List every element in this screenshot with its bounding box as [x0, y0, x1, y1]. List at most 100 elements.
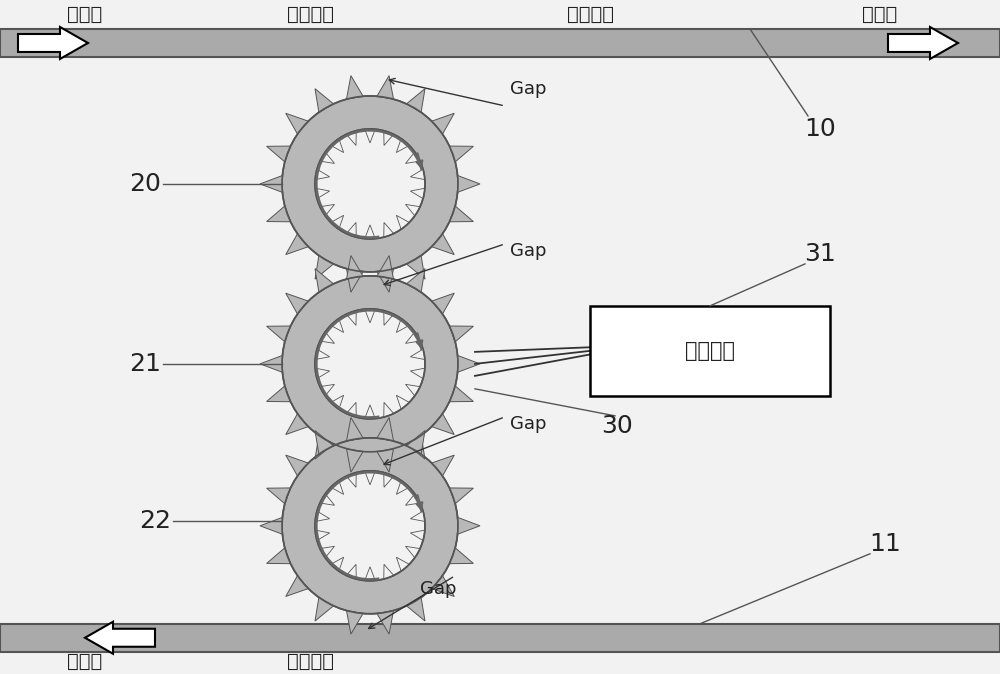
- Polygon shape: [406, 332, 420, 343]
- Text: 11: 11: [869, 532, 901, 556]
- Polygon shape: [396, 395, 409, 409]
- Polygon shape: [449, 146, 473, 162]
- Polygon shape: [384, 311, 394, 326]
- Polygon shape: [432, 414, 454, 435]
- Polygon shape: [449, 206, 473, 222]
- Polygon shape: [346, 269, 363, 293]
- Polygon shape: [396, 319, 409, 332]
- Polygon shape: [377, 269, 394, 293]
- Polygon shape: [346, 611, 363, 634]
- Polygon shape: [384, 131, 394, 146]
- Text: 驱动电源: 驱动电源: [685, 341, 735, 361]
- Polygon shape: [410, 511, 425, 522]
- Polygon shape: [286, 113, 308, 134]
- Text: 上载端口: 上载端口: [287, 5, 334, 24]
- FancyArrow shape: [888, 27, 958, 59]
- Polygon shape: [406, 435, 425, 459]
- Polygon shape: [320, 547, 334, 557]
- Text: Gap: Gap: [510, 242, 546, 260]
- Polygon shape: [432, 113, 454, 134]
- FancyArrow shape: [85, 621, 155, 654]
- Polygon shape: [449, 548, 473, 563]
- Polygon shape: [396, 215, 409, 229]
- Polygon shape: [331, 319, 344, 332]
- Polygon shape: [315, 349, 330, 359]
- Polygon shape: [346, 564, 356, 579]
- Bar: [590, 306, 830, 396]
- Polygon shape: [260, 518, 282, 534]
- Polygon shape: [406, 597, 425, 621]
- Circle shape: [282, 438, 458, 614]
- Text: 透射光: 透射光: [862, 5, 898, 24]
- Text: 透射端口: 透射端口: [566, 5, 614, 24]
- Polygon shape: [315, 255, 334, 279]
- Polygon shape: [396, 139, 409, 152]
- Polygon shape: [346, 255, 363, 279]
- Polygon shape: [410, 169, 425, 179]
- Circle shape: [315, 129, 425, 239]
- Text: 30: 30: [601, 414, 633, 438]
- Bar: [0, 623, 1000, 652]
- Polygon shape: [406, 152, 420, 163]
- FancyArrow shape: [18, 27, 88, 59]
- Polygon shape: [346, 402, 356, 417]
- Polygon shape: [365, 567, 375, 580]
- Polygon shape: [286, 234, 308, 255]
- Polygon shape: [267, 488, 291, 503]
- Polygon shape: [286, 455, 308, 476]
- Polygon shape: [315, 597, 334, 621]
- Polygon shape: [315, 169, 330, 179]
- Polygon shape: [260, 355, 282, 372]
- Polygon shape: [396, 481, 409, 495]
- Polygon shape: [346, 417, 363, 441]
- Polygon shape: [377, 75, 394, 99]
- Polygon shape: [267, 326, 291, 342]
- Polygon shape: [406, 269, 425, 293]
- Polygon shape: [377, 417, 394, 441]
- Polygon shape: [384, 472, 394, 487]
- Polygon shape: [396, 557, 409, 571]
- Polygon shape: [406, 89, 425, 113]
- Polygon shape: [377, 449, 394, 472]
- Polygon shape: [346, 222, 356, 237]
- Polygon shape: [331, 557, 344, 571]
- Text: 31: 31: [804, 242, 836, 266]
- Text: Gap: Gap: [510, 415, 546, 433]
- Polygon shape: [384, 402, 394, 417]
- Polygon shape: [286, 414, 308, 435]
- Polygon shape: [346, 472, 356, 487]
- Polygon shape: [315, 530, 330, 541]
- Text: 下载端口: 下载端口: [287, 652, 334, 671]
- Text: 21: 21: [129, 352, 161, 376]
- Polygon shape: [365, 129, 375, 143]
- Text: Gap: Gap: [420, 580, 456, 598]
- Polygon shape: [458, 175, 480, 192]
- Polygon shape: [331, 395, 344, 409]
- Polygon shape: [267, 206, 291, 222]
- Polygon shape: [377, 255, 394, 279]
- Polygon shape: [365, 471, 375, 485]
- Polygon shape: [346, 131, 356, 146]
- Bar: [0, 29, 1000, 57]
- Polygon shape: [406, 494, 420, 506]
- Text: 10: 10: [804, 117, 836, 141]
- Polygon shape: [260, 175, 282, 192]
- Text: 20: 20: [129, 172, 161, 196]
- Polygon shape: [410, 368, 425, 379]
- Text: Gap: Gap: [510, 80, 546, 98]
- Polygon shape: [320, 332, 334, 343]
- Polygon shape: [320, 384, 334, 396]
- Polygon shape: [320, 204, 334, 216]
- Polygon shape: [320, 494, 334, 506]
- Polygon shape: [449, 386, 473, 402]
- Circle shape: [315, 309, 425, 419]
- Polygon shape: [432, 234, 454, 255]
- Polygon shape: [315, 435, 334, 459]
- Polygon shape: [384, 222, 394, 237]
- Polygon shape: [346, 75, 363, 99]
- Polygon shape: [458, 518, 480, 534]
- Polygon shape: [410, 188, 425, 199]
- Polygon shape: [377, 611, 394, 634]
- Polygon shape: [384, 564, 394, 579]
- Polygon shape: [315, 269, 334, 293]
